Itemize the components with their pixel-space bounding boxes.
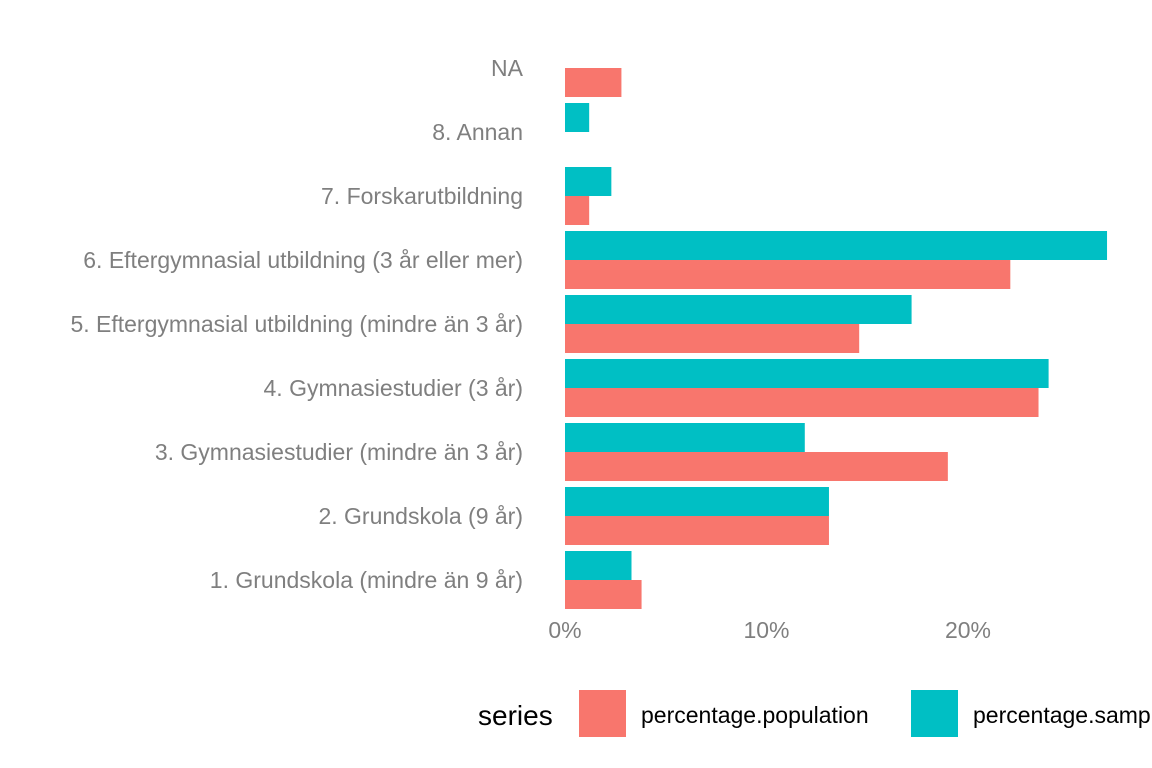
bars-layer [565,68,1108,609]
bar-percentage-population-9 [565,68,622,97]
bar-percentage-population-6 [565,260,1011,289]
legend: series percentage.population percentage.sa… [478,690,1152,737]
bar-percentage-population-7 [565,196,590,225]
bar-percentage-sample-2 [565,487,829,516]
category-label-4: 4. Gymnasiestudier (3 år) [264,375,523,401]
bar-percentage-sample-4 [565,359,1049,388]
category-labels: 1. Grundskola (mindre än 9 år) 2. Grundsk… [70,55,523,593]
category-label-1: 1. Grundskola (mindre än 9 år) [210,567,523,593]
bar-percentage-population-3 [565,452,948,481]
x-tick-label-10: 10% [743,617,789,643]
bar-percentage-population-1 [565,580,642,609]
bar-percentage-population-4 [565,388,1039,417]
legend-title: series [478,700,553,731]
bar-percentage-sample-1 [565,551,632,580]
legend-label-percentage-population: percentage.population [641,702,869,728]
x-axis-ticks: 0% 10% 20% [548,617,991,643]
bar-percentage-sample-3 [565,423,805,452]
category-label-5: 5. Eftergymnasial utbildning (mindre än … [70,311,523,337]
category-label-6: 6. Eftergymnasial utbildning (3 år eller… [83,247,523,273]
category-label-9: NA [491,55,524,81]
bar-percentage-population-5 [565,324,860,353]
legend-key-percentage-population [579,690,626,737]
legend-label-percentage-sample: percentage.sample [973,702,1152,728]
bar-percentage-sample-6 [565,231,1108,260]
bar-percentage-sample-8 [565,103,590,132]
legend-key-percentage-sample [911,690,958,737]
category-label-8: 8. Annan [432,119,523,145]
x-tick-label-0: 0% [548,617,581,643]
bar-percentage-sample-5 [565,295,912,324]
category-label-2: 2. Grundskola (9 år) [318,503,523,529]
bar-percentage-population-2 [565,516,829,545]
bar-percentage-sample-7 [565,167,612,196]
x-tick-label-20: 20% [945,617,991,643]
category-label-3: 3. Gymnasiestudier (mindre än 3 år) [155,439,523,465]
category-label-7: 7. Forskarutbildning [321,183,523,209]
